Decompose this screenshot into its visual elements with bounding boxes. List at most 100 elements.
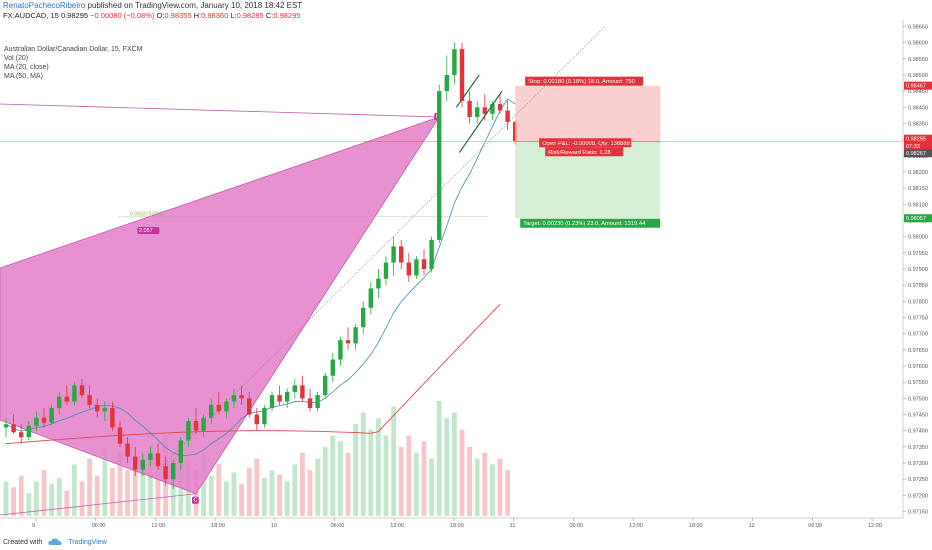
candle-body: [87, 395, 92, 405]
candle-body: [406, 262, 411, 276]
volume-bar: [353, 424, 358, 516]
candle-body: [277, 395, 282, 402]
price-tick-label: 0.98650: [908, 24, 928, 30]
entry-price-tag-bg: [904, 149, 932, 158]
price-tick-label: 0.98150: [908, 186, 928, 192]
volume-bar: [338, 441, 343, 516]
price-tick-label: 0.97700: [908, 332, 928, 338]
high-value: 0.98360: [201, 11, 229, 20]
price-chart[interactable]: 0.986500.986000.985500.985000.984500.984…: [0, 20, 932, 530]
candle-body: [262, 408, 267, 425]
time-tick-label: 06:00: [808, 523, 822, 529]
legend-vol[interactable]: Vol (20): [4, 55, 29, 62]
price-tick-label: 0.97900: [908, 267, 928, 273]
candle-body: [421, 259, 427, 269]
candle-body: [163, 466, 168, 480]
indicator-legend: Australian Dollar/Canadian Dollar, 15, F…: [4, 45, 143, 81]
candle-body: [292, 385, 297, 392]
last-price-tag-bg: [904, 134, 932, 143]
candle-body: [171, 463, 176, 480]
volume-bar: [132, 458, 138, 516]
open-value: 0.98355: [164, 11, 192, 20]
price-tick-label: 0.98550: [908, 57, 928, 63]
price-tick-label: 0.97200: [908, 493, 928, 499]
volume-bar: [102, 447, 108, 516]
candle-body: [330, 359, 335, 376]
candle-body: [505, 110, 510, 122]
harmonic-ratio-label: 2.057: [139, 228, 153, 234]
flag-bottom-line: [458, 90, 503, 153]
volume-bar: [11, 487, 16, 516]
volume-bar: [79, 481, 85, 516]
tradingview-brand[interactable]: TradingView: [68, 539, 107, 546]
price-value: 0.98295: [60, 11, 89, 20]
volume-bar: [398, 447, 404, 516]
close-value: 0.98295: [273, 11, 301, 20]
stop-price-tag: 0.98467: [906, 84, 926, 90]
volume-bar: [254, 458, 260, 516]
fib-level-label: 0.380(0.97480): [130, 211, 164, 217]
candle-body: [361, 307, 366, 328]
harmonic-xa-line: [0, 103, 440, 118]
published-text: published on TradingView.com, January 10…: [87, 1, 303, 10]
low-value: 0.98285: [236, 11, 264, 20]
time-tick-label: 18:00: [689, 523, 703, 529]
candle-body: [345, 340, 351, 344]
entry-price-tag: 0.98267: [906, 151, 926, 157]
candle-body: [216, 404, 221, 412]
candle-body: [79, 385, 85, 396]
created-with-label: Created with: [3, 539, 43, 546]
change-value: −0.00080 (−0.08%): [90, 11, 155, 20]
stop-info: Stop: 0.00180 (0.18%) 18.0, Amount: 750: [528, 79, 635, 85]
price-tick-label: 0.97400: [908, 429, 928, 435]
volume-bar: [72, 464, 77, 516]
price-tick-label: 0.97850: [908, 283, 928, 289]
stop-price-tag-bg: [904, 81, 932, 90]
risk-reward-info: Risk/Reward Ratio: 1.28: [548, 150, 611, 156]
volume-bar: [49, 483, 54, 516]
volume-bar: [482, 452, 488, 516]
close-label: C:: [265, 11, 274, 20]
price-tick-label: 0.97250: [908, 477, 928, 483]
candle-body: [437, 91, 442, 240]
candle-body: [11, 424, 16, 433]
open-label: O:: [156, 11, 165, 20]
candle-body: [231, 395, 237, 402]
flag-top-line: [455, 74, 480, 108]
candle-body: [497, 104, 503, 111]
candle-body: [285, 391, 290, 402]
countdown-tag: 07:33: [906, 144, 920, 150]
high-label: H:: [193, 11, 202, 20]
legend-ma20[interactable]: MA (20, close): [4, 64, 49, 71]
time-tick-label: 12:00: [151, 523, 165, 529]
chart-area[interactable]: 0.98650 0.98600 0.98550 0.98500 0.98450 0.984…: [0, 20, 932, 530]
candle-body: [148, 453, 153, 460]
legend-ma50[interactable]: MA (50, MA): [4, 73, 43, 80]
volume-bar: [26, 493, 32, 516]
author-link[interactable]: RenatoPachecoRibeiro: [3, 1, 86, 10]
price-tick-label: 0.97750: [908, 316, 928, 322]
target-price-tag-bg: [904, 214, 932, 223]
volume-bar: [208, 475, 214, 516]
volume-bar: [421, 441, 427, 516]
candle-body: [224, 401, 229, 412]
volume-bar: [490, 464, 495, 516]
volume-bar: [284, 481, 290, 516]
candle-body: [239, 395, 244, 399]
volume-bar: [315, 458, 320, 516]
candle-body: [383, 262, 389, 279]
candle-body: [3, 424, 9, 428]
candle-body: [368, 288, 373, 308]
volume-bar: [444, 418, 450, 516]
volume-bar: [307, 470, 313, 516]
price-tick-label: 0.98400: [908, 105, 928, 111]
candle-body: [429, 239, 434, 269]
volume-bar: [459, 429, 465, 516]
low-label: L:: [230, 11, 237, 20]
volume-bar: [330, 435, 336, 516]
candle-body: [49, 408, 54, 423]
candle-body: [300, 385, 305, 399]
volume-bar: [300, 452, 305, 516]
time-tick-label: 18:00: [211, 523, 225, 529]
volume-bar: [201, 452, 206, 516]
